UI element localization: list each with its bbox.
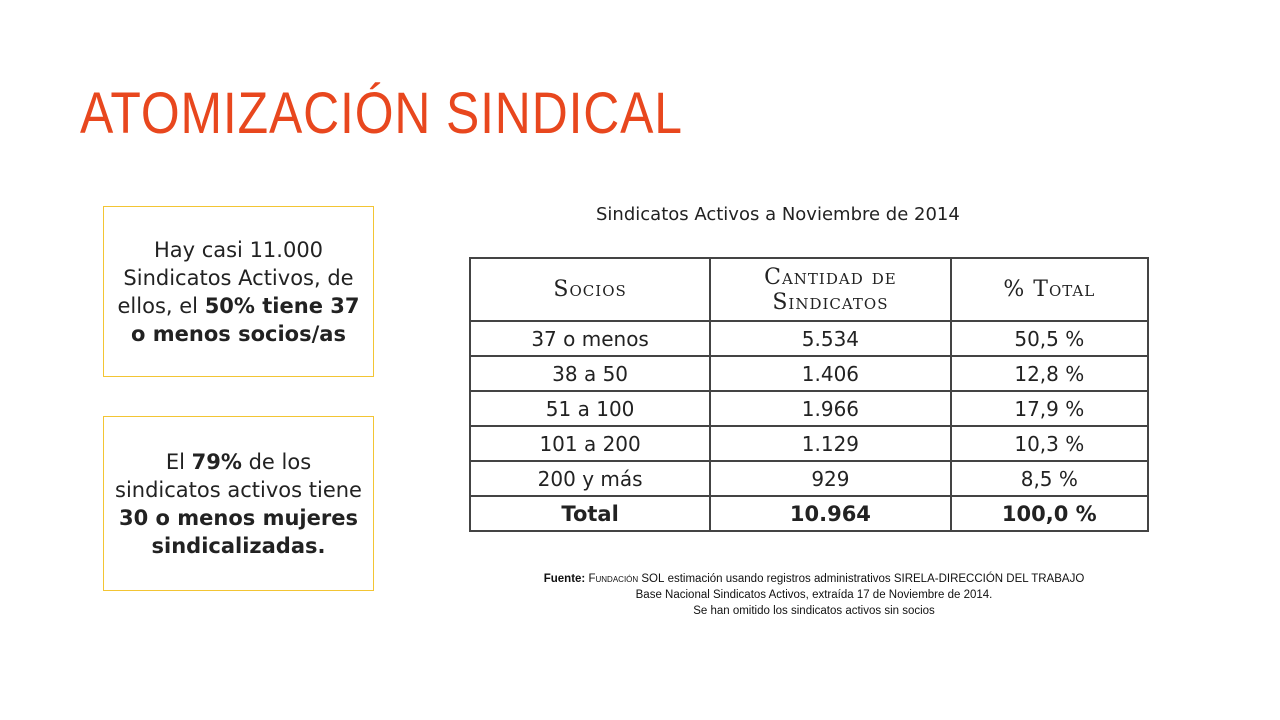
table-row: 51 a 100 1.966 17,9 % (468, 390, 1150, 427)
table-caption: Sindicatos Activos a Noviembre de 2014 (596, 204, 960, 225)
cell-cantidad: 1.966 (709, 390, 952, 427)
cell-total-label: Total (468, 495, 712, 532)
highlight-text: 50% tiene 37 o menos socios/as (131, 293, 360, 346)
source-line-3: Se han omitido los sindicatos activos si… (693, 605, 935, 617)
sindicatos-table: Socios Cantidad de Sindicatos % Total 37 … (468, 257, 1150, 532)
cell-total-cantidad: 10.964 (709, 495, 952, 532)
highlight-text: 30 o menos mujeres sindicalizadas. (119, 505, 358, 558)
cell-porcentaje: 8,5 % (949, 460, 1150, 497)
table-row: 37 o menos 5.534 50,5 % (468, 320, 1150, 357)
table-total-row: Total 10.964 100,0 % (468, 495, 1150, 532)
cell-porcentaje: 10,3 % (949, 425, 1150, 462)
cell-socios: 51 a 100 (468, 390, 712, 427)
cell-porcentaje: 17,9 % (949, 390, 1150, 427)
header-porcentaje: % Total (949, 257, 1150, 322)
header-cantidad: Cantidad de Sindicatos (709, 257, 952, 322)
cell-socios: 38 a 50 (468, 355, 712, 392)
header-socios: Socios (468, 257, 712, 322)
source-org: Fundación SOL (588, 573, 665, 585)
source-line-1: Fuente: Fundación SOL estimación usando … (543, 573, 1085, 585)
callout-text: Hay casi 11.000 Sindicatos Activos, de e… (117, 237, 360, 346)
cell-cantidad: 1.406 (709, 355, 952, 392)
callout-box-mujeres: El 79% de los sindicatos activos tiene 3… (103, 416, 374, 591)
cell-cantidad: 1.129 (709, 425, 952, 462)
table-header-row: Socios Cantidad de Sindicatos % Total (468, 257, 1150, 322)
cell-socios: 200 y más (468, 460, 712, 497)
callout-text: El 79% de los sindicatos activos tiene 3… (115, 449, 362, 558)
cell-porcentaje: 50,5 % (949, 320, 1150, 357)
highlight-text: 79% (191, 449, 242, 474)
source-note: Fuente: Fundación SOL estimación usando … (469, 571, 1159, 619)
callout-box-total-sindicatos: Hay casi 11.000 Sindicatos Activos, de e… (103, 206, 374, 377)
table-row: 200 y más 929 8,5 % (468, 460, 1150, 497)
table-row: 38 a 50 1.406 12,8 % (468, 355, 1150, 392)
cell-porcentaje: 12,8 % (949, 355, 1150, 392)
cell-socios: 37 o menos (468, 320, 712, 357)
table-row: 101 a 200 1.129 10,3 % (468, 425, 1150, 462)
cell-total-porcentaje: 100,0 % (949, 495, 1150, 532)
slide-title: ATOMIZACIÓN SINDICAL (80, 81, 683, 146)
cell-socios: 101 a 200 (468, 425, 712, 462)
source-line-2: Base Nacional Sindicatos Activos, extraí… (635, 589, 993, 601)
cell-cantidad: 5.534 (709, 320, 952, 357)
cell-cantidad: 929 (709, 460, 952, 497)
